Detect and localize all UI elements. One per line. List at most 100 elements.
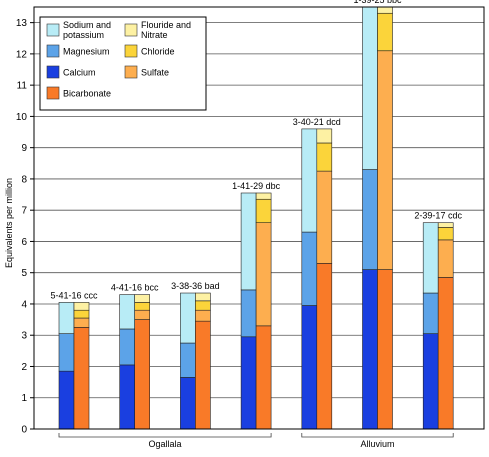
legend-label-chloride: Chloride	[141, 47, 175, 57]
group-label-ogallala: Ogallala	[149, 439, 182, 449]
legend-label-bicarbonate: Bicarbonate	[63, 89, 111, 99]
bar-segment-5-41-16-ccc-cations-magnesium	[58, 333, 75, 372]
legend-label-line: Calcium	[63, 68, 96, 78]
bar-segment-1-41-29-dbc-anions-chloride	[255, 198, 272, 223]
plot-frame	[33, 6, 485, 430]
bar-segment-2-39-17-cdc-anions-chloride	[437, 227, 454, 241]
bar-segment-3-40-21-dcd-anions-sulfate	[316, 170, 333, 264]
bar-segment-1-39-25-bbc-cations-calcium	[362, 269, 378, 430]
bar-segment-2-39-17-cdc-cations-calcium	[422, 333, 439, 430]
bar-segment-3-38-36-bad-cations-magnesium	[180, 342, 196, 378]
well-bar-1-41-29-dbc	[240, 192, 272, 430]
bar-segment-2-39-17-cdc-cations-magnesium	[422, 292, 439, 334]
bar-segment-3-40-21-dcd-anions-chloride	[316, 142, 333, 172]
legend-label-line: Chloride	[141, 47, 175, 57]
bar-segment-5-41-16-ccc-cations-sodium-and-potassium	[58, 302, 75, 334]
well-bar-1-39-25-bbc	[362, 6, 393, 430]
well-bar-4-41-16-bcc	[119, 294, 150, 430]
legend-swatch-magnesium	[46, 44, 60, 58]
bar-segment-5-41-16-ccc-anions-bicarbonate	[73, 327, 90, 430]
bar-segment-4-41-16-bcc-anions-sulfate	[134, 309, 150, 320]
ytick-label-10: 10	[16, 112, 28, 123]
bar-segment-4-41-16-bcc-cations-calcium	[119, 364, 135, 430]
group-bracket-ogallala	[58, 433, 272, 438]
legend-label-line: Bicarbonate	[63, 89, 111, 99]
well-label-5-41-16-ccc: 5-41-16 ccc	[50, 290, 98, 300]
bar-segment-1-41-29-dbc-cations-magnesium	[240, 289, 257, 338]
well-label-1-41-29-dbc: 1-41-29 dbc	[232, 181, 281, 191]
well-label-4-41-16-bcc: 4-41-16 bcc	[111, 283, 159, 293]
well-bar-3-38-36-bad	[180, 292, 211, 430]
bar-segment-3-40-21-dcd-anions-bicarbonate	[316, 263, 333, 430]
bars	[58, 6, 454, 430]
bar-segment-2-39-17-cdc-anions-sulfate	[437, 239, 454, 278]
bar-segment-5-41-16-ccc-anions-chloride	[73, 309, 90, 319]
legend-label-line: potassium	[63, 30, 104, 40]
legend-swatch-chloride	[124, 44, 138, 58]
bar-segment-3-38-36-bad-anions-chloride	[195, 300, 211, 311]
legend-swatch-sodium-and-potassium	[46, 23, 60, 37]
ytick-label-0: 0	[21, 425, 27, 436]
ytick-label-12: 12	[16, 49, 28, 60]
legend: Sodium and potassium Flouride and Nitrate Ma…	[39, 16, 207, 111]
bar-segment-1-39-25-bbc-cations-sodium-and-potassium	[362, 6, 378, 170]
ytick-label-2: 2	[21, 362, 27, 373]
well-bar-3-40-21-dcd	[301, 128, 333, 430]
bar-segment-5-41-16-ccc-cations-calcium	[58, 370, 75, 430]
ytick-label-1: 1	[21, 393, 27, 404]
legend-box	[39, 16, 207, 111]
well-label-1-39-25-bbc: 1-39-25 bbc	[353, 0, 402, 5]
bar-segment-4-41-16-bcc-anions-bicarbonate	[134, 319, 150, 430]
bar-segment-1-41-29-dbc-anions-sulfate	[255, 222, 272, 327]
ytick-label-7: 7	[21, 206, 27, 217]
y-axis-label: Equivalents per million	[4, 178, 14, 268]
bar-segment-3-40-21-dcd-cations-calcium	[301, 305, 318, 430]
well-label-3-38-36-bad: 3-38-36 bad	[171, 281, 220, 291]
legend-swatch-flouride-and-nitrate	[124, 23, 138, 37]
group-bracket-alluvium	[301, 433, 454, 438]
bar-segment-1-39-25-bbc-cations-magnesium	[362, 169, 378, 270]
bar-segment-1-39-25-bbc-anions-flouride-and-nitrate	[377, 6, 393, 14]
legend-label-line: Sodium and	[63, 20, 111, 30]
bar-segment-1-41-29-dbc-cations-calcium	[240, 336, 257, 430]
legend-label-line: Flouride and	[141, 20, 191, 30]
bar-segment-3-40-21-dcd-cations-magnesium	[301, 231, 318, 306]
well-bar-5-41-16-ccc	[58, 302, 90, 430]
group-label-alluvium: Alluvium	[360, 439, 394, 449]
legend-label-sodium-and-potassium: Sodium and potassium	[63, 20, 111, 40]
legend-label-line: Sulfate	[141, 68, 169, 78]
legend-label-calcium: Calcium	[63, 68, 96, 78]
well-bar-2-39-17-cdc	[422, 222, 454, 430]
bar-segment-4-41-16-bcc-cations-sodium-and-potassium	[119, 294, 135, 330]
bar-segment-3-38-36-bad-anions-flouride-and-nitrate	[195, 292, 211, 302]
ytick-label-11: 11	[17, 81, 28, 92]
bar-segment-3-38-36-bad-cations-calcium	[180, 377, 196, 430]
bar-segment-2-39-17-cdc-cations-sodium-and-potassium	[422, 222, 439, 294]
bar-segment-5-41-16-ccc-anions-sulfate	[73, 317, 90, 328]
legend-label-line: Nitrate	[141, 30, 168, 40]
bar-segment-1-39-25-bbc-anions-bicarbonate	[377, 269, 393, 430]
ytick-label-8: 8	[21, 174, 27, 185]
ytick-label-13: 13	[16, 18, 28, 29]
well-label-2-39-17-cdc: 2-39-17 cdc	[414, 211, 462, 221]
well-label-3-40-21-dcd: 3-40-21 dcd	[293, 117, 341, 127]
bar-segment-2-39-17-cdc-anions-bicarbonate	[437, 277, 454, 430]
bar-segment-4-41-16-bcc-anions-chloride	[134, 302, 150, 311]
bar-segment-1-39-25-bbc-anions-sulfate	[377, 50, 393, 270]
bar-segment-2-39-17-cdc-anions-flouride-and-nitrate	[437, 222, 454, 228]
bar-segment-3-40-21-dcd-anions-flouride-and-nitrate	[316, 128, 333, 144]
ytick-label-3: 3	[21, 331, 27, 342]
labels: 5-41-16 ccc 4-41-16 bcc 3-38-36 bad 1-41-29…	[50, 0, 462, 449]
legend-label-flouride-and-nitrate: Flouride and Nitrate	[141, 20, 191, 40]
bar-segment-3-38-36-bad-cations-sodium-and-potassium	[180, 292, 196, 344]
bar-segment-3-38-36-bad-anions-bicarbonate	[195, 320, 211, 430]
bar-segment-3-40-21-dcd-cations-sodium-and-potassium	[301, 128, 318, 233]
bar-segment-4-41-16-bcc-anions-flouride-and-nitrate	[134, 294, 150, 303]
ytick-label-4: 4	[21, 299, 27, 310]
bar-segment-4-41-16-bcc-cations-magnesium	[119, 328, 135, 366]
legend-label-sulfate: Sulfate	[141, 68, 169, 78]
bar-segment-1-41-29-dbc-anions-flouride-and-nitrate	[255, 192, 272, 200]
